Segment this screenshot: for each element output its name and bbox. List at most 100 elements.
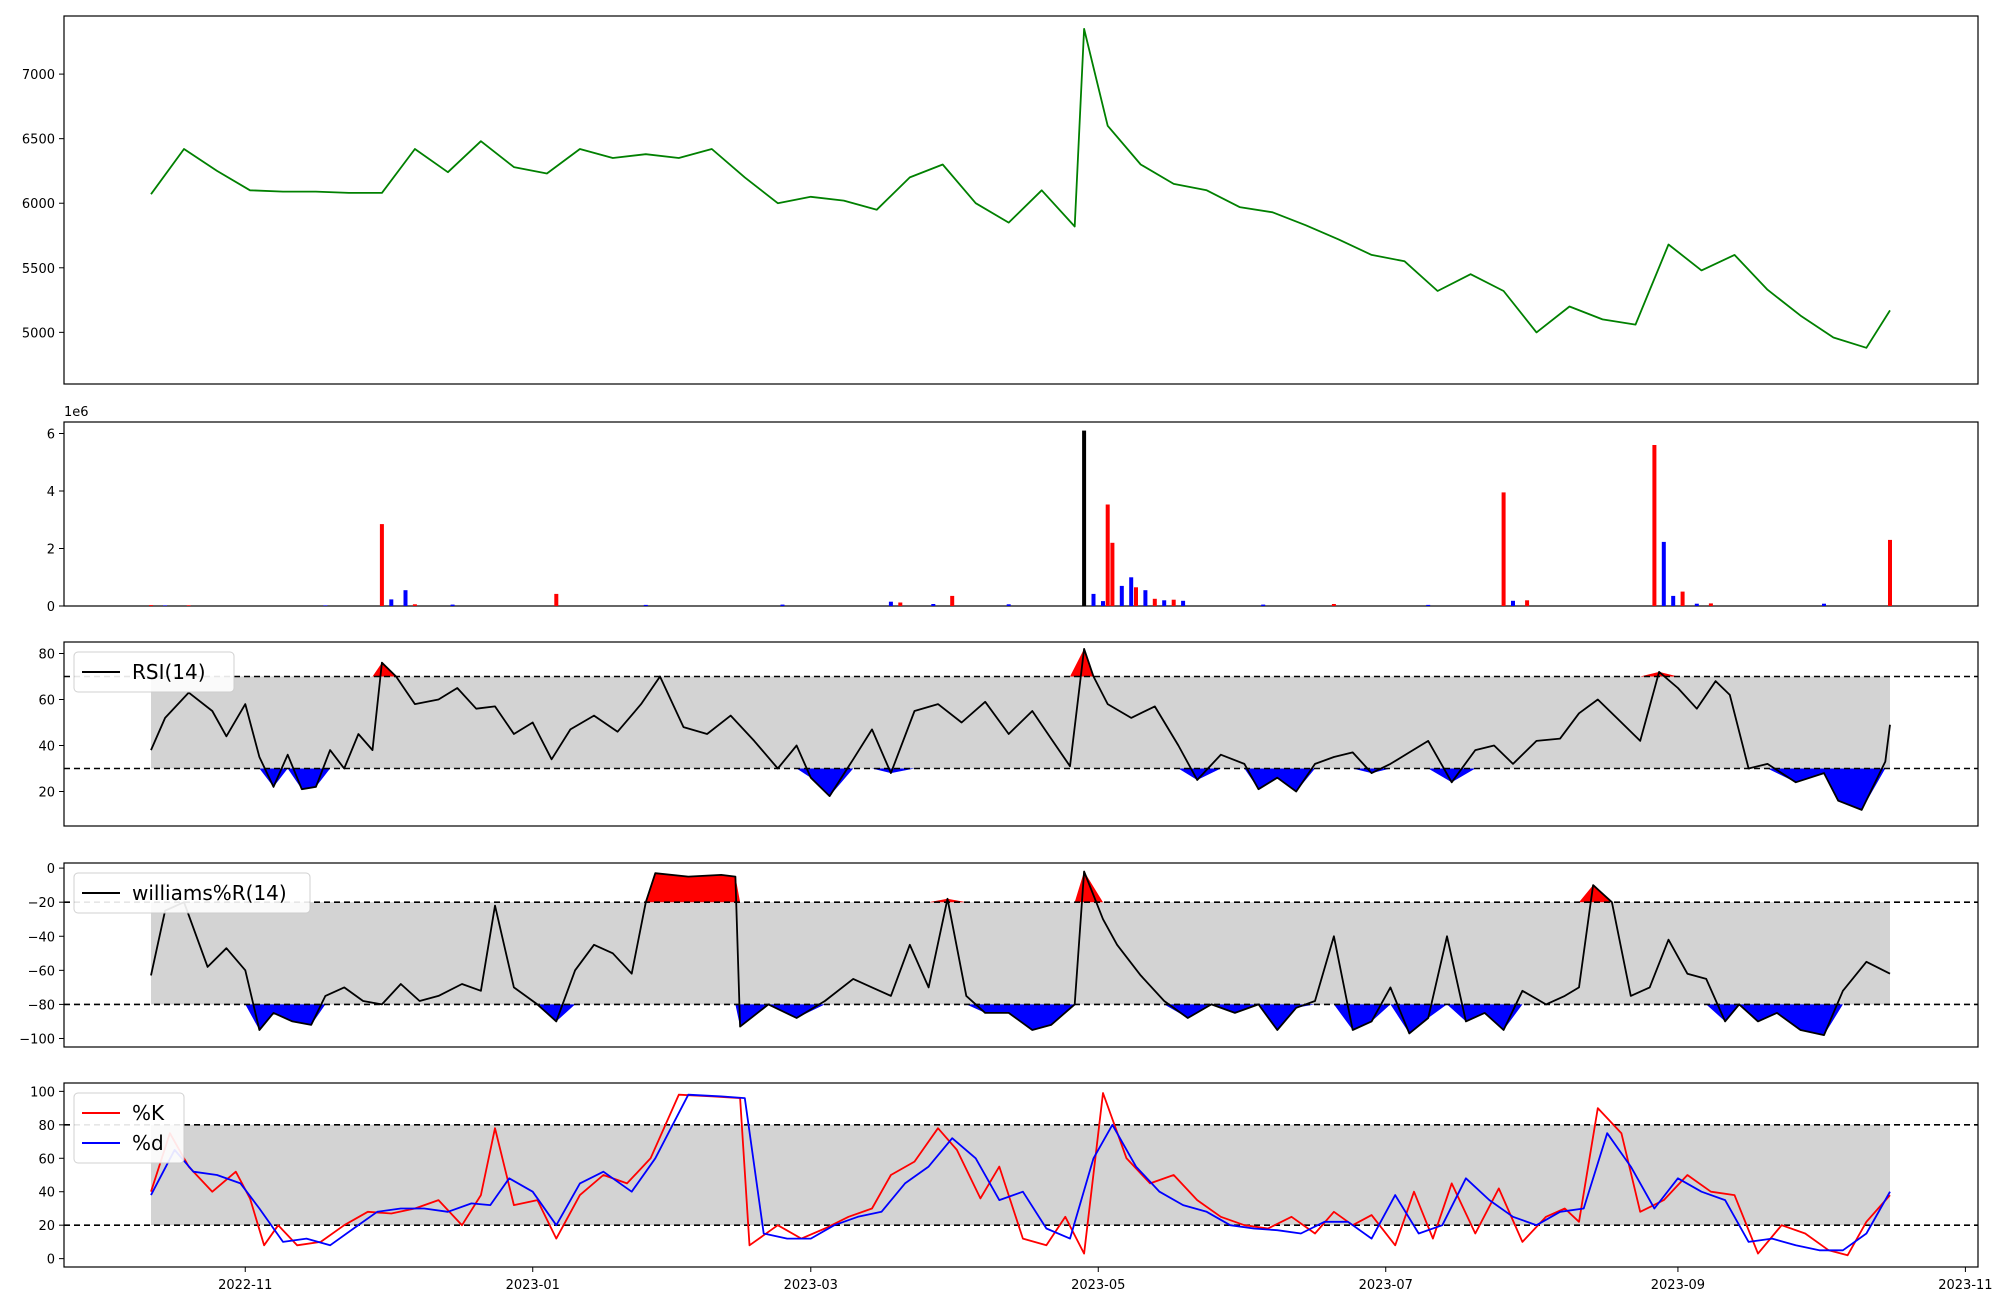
- y-tick-label: 20: [38, 786, 55, 801]
- volume-bar: [780, 604, 785, 606]
- series-line-williams%R(14): [150, 870, 1891, 1036]
- volume-bar: [1110, 542, 1115, 607]
- volume-bar: [1501, 492, 1506, 606]
- volume-bar: [1694, 603, 1699, 606]
- stochastic-panel: 0 20 40 60 80 100 %K %d: [30, 1082, 1979, 1268]
- y-tick-label: 6: [47, 428, 55, 443]
- overbought-fill: [151, 871, 1890, 903]
- williams-panel: −100 −80 −60 −40 −20 0 williams%R(14): [19, 862, 1979, 1048]
- x-tick-label: 2023-07: [1359, 1278, 1413, 1293]
- volume-bar: [1119, 585, 1124, 606]
- volume-bar: [1101, 601, 1105, 606]
- volume-bar: [1181, 600, 1186, 606]
- y-tick-label: 4: [47, 485, 55, 500]
- volume-bar: [1134, 587, 1138, 606]
- legend-label: williams%R(14): [132, 881, 287, 905]
- volume-bar: [1708, 603, 1713, 606]
- y-tick-label: 80: [38, 1119, 55, 1134]
- volume-bar: [1680, 591, 1685, 606]
- volume-bar: [323, 605, 328, 606]
- legend-label: RSI(14): [132, 660, 206, 684]
- volume-bar: [1091, 593, 1096, 606]
- volume-bar: [412, 604, 417, 606]
- volume-frame: [63, 421, 1979, 607]
- volume-bar: [1152, 598, 1157, 606]
- volume-bar: [1822, 603, 1826, 606]
- series-line-RSI(14): [150, 648, 1891, 811]
- volume-bar: [1129, 577, 1134, 607]
- oversold-fill: [151, 1004, 1890, 1036]
- volume-bar: [1171, 599, 1176, 606]
- volume-bar: [950, 595, 955, 606]
- y-tick-label: 5000: [22, 326, 55, 341]
- price-panel: 5000 5500 6000 6500 7000: [22, 15, 1979, 385]
- price-line: [150, 28, 1891, 349]
- williams-frame: [63, 862, 1979, 1048]
- price-frame: [63, 15, 1979, 385]
- y-tick-label: 20: [38, 1219, 55, 1234]
- volume-bar: [389, 599, 394, 606]
- band-fill: [151, 1124, 1890, 1226]
- volume-bar: [888, 601, 893, 606]
- y-tick-label: 100: [30, 1085, 55, 1100]
- volume-bar: [403, 590, 408, 606]
- volume-bar: [1525, 600, 1530, 607]
- rsi-frame: [63, 641, 1979, 827]
- y-tick-label: −80: [28, 998, 55, 1013]
- y-tick-label: 60: [38, 1152, 55, 1167]
- volume-bar: [186, 605, 191, 606]
- y-tick-label: −20: [28, 896, 55, 911]
- stochastic-frame: [63, 1082, 1979, 1268]
- volume-bar: [1652, 445, 1657, 606]
- legend-label: %d: [132, 1131, 164, 1155]
- y-tick-label: 5500: [22, 262, 55, 277]
- volume-bar: [163, 605, 168, 606]
- volume-bar: [1261, 604, 1266, 606]
- rsi-panel: 20 40 60 80 RSI(14): [38, 641, 1979, 827]
- volume-bar: [898, 602, 903, 606]
- overbought-fill: [151, 648, 1890, 677]
- y-tick-label: 0: [47, 1253, 55, 1268]
- x-tick-label: 2023-03: [784, 1278, 838, 1293]
- y-tick-label: 60: [38, 694, 55, 709]
- series-line-%K: [150, 1092, 1891, 1257]
- volume-bar: [931, 604, 936, 606]
- y-tick-label: 7000: [22, 68, 55, 83]
- x-tick-label: 2023-11: [1938, 1278, 1992, 1293]
- volume-panel: 0 2 4 6 1e6: [47, 405, 1979, 615]
- band-fill: [151, 902, 1890, 1005]
- y-tick-label: −40: [28, 930, 55, 945]
- volume-bar: [1888, 539, 1892, 606]
- volume-bar: [1511, 600, 1515, 606]
- x-tick-label: 2022-11: [218, 1278, 272, 1293]
- volume-bar: [554, 593, 559, 606]
- y-tick-label: 6000: [22, 197, 55, 212]
- legend-label: %K: [132, 1101, 165, 1125]
- volume-bar: [1331, 604, 1336, 606]
- y-tick-label: −60: [28, 964, 55, 979]
- volume-bar: [1082, 430, 1087, 606]
- volume-multiplier: 1e6: [64, 405, 89, 420]
- volume-bar: [149, 605, 153, 606]
- y-tick-label: 0: [47, 600, 55, 615]
- y-tick-label: 2: [47, 543, 55, 558]
- y-tick-label: 40: [38, 740, 55, 755]
- volume-bar: [379, 524, 384, 606]
- legend-box: [73, 651, 235, 693]
- x-tick-label: 2023-09: [1651, 1278, 1705, 1293]
- y-tick-label: 80: [38, 648, 55, 663]
- legend-box: [73, 1092, 185, 1164]
- volume-bar: [1143, 590, 1148, 606]
- volume-bar: [643, 604, 648, 606]
- volume-bar: [1105, 504, 1110, 606]
- x-tick-label: 2023-05: [1071, 1278, 1125, 1293]
- x-tick-label: 2023-01: [506, 1278, 560, 1293]
- volume-bar: [1671, 595, 1676, 606]
- y-tick-label: 0: [47, 862, 55, 877]
- legend-box: [73, 872, 311, 914]
- volume-bar: [1006, 604, 1011, 606]
- y-tick-label: −100: [19, 1032, 55, 1047]
- volume-bar: [1426, 604, 1431, 606]
- x-axis: 2022-11 2023-01 2023-03 2023-05 2023-07 2023-…: [218, 1267, 1993, 1293]
